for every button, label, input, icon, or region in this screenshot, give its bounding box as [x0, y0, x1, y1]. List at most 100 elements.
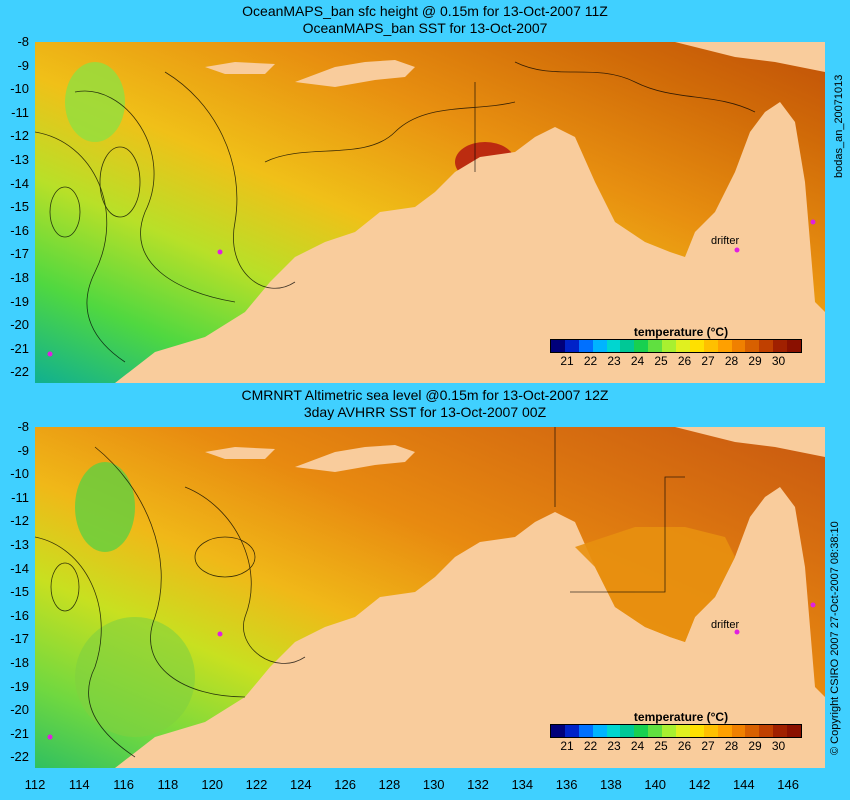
top-png-land [675, 42, 825, 72]
colorbar-tick-label: 24 [630, 739, 645, 753]
latitude-tick-label: -18 [10, 655, 29, 670]
latitude-tick-label: -19 [10, 678, 29, 694]
latitude-tick-label: -11 [11, 104, 29, 120]
longitude-tick-label: 134 [511, 777, 534, 792]
bottom-sumba-island [205, 447, 275, 459]
longitude-tick-label: 126 [334, 777, 356, 792]
colorbar-swatch [606, 725, 621, 737]
bottom-colorbar-ticks: 21 22 23 24 25 26 27 28 29 30 [550, 738, 802, 753]
top-drifter-marker-2 [734, 247, 740, 253]
latitude-tick-label: -21 [10, 725, 29, 741]
colorbar-swatch [634, 340, 649, 352]
top-map-panel [35, 42, 825, 383]
latitude-tick-label: -10 [10, 81, 29, 97]
bottom-title-line1: CMRNRT Altimetric sea level @0.15m for 1… [241, 387, 609, 403]
latitude-tick-label: -22 [10, 364, 29, 380]
top-drifter-label: drifter [711, 235, 740, 247]
colorbar-swatch [634, 725, 649, 737]
colorbar-tick-label: 24 [630, 354, 645, 368]
colorbar-swatch [787, 340, 802, 352]
colorbar-swatch [564, 340, 579, 352]
colorbar-swatch [745, 725, 760, 737]
longitude-tick-label: 116 [113, 777, 134, 792]
colorbar-swatch [592, 725, 607, 737]
colorbar-tick-label: 25 [654, 739, 668, 753]
colorbar-swatch [648, 725, 663, 737]
bottom-drifter-marker-4 [810, 602, 816, 608]
longitude-tick-label: 124 [289, 777, 312, 792]
colorbar-swatch [745, 340, 760, 352]
longitude-tick-label: 140 [644, 777, 667, 792]
colorbar-swatch [689, 340, 704, 352]
top-sumba-island [205, 62, 275, 74]
longitude-tick-label: 132 [467, 777, 489, 792]
bottom-drifter-marker-3 [47, 734, 53, 740]
top-timor-island [295, 60, 415, 87]
colorbar-tick-label: 23 [607, 354, 621, 368]
longitude-tick-label: 112 [24, 777, 46, 792]
colorbar-swatch [578, 725, 593, 737]
longitude-tick-label: 118 [157, 777, 179, 792]
latitude-tick-label: -13 [10, 152, 29, 167]
latitude-tick-label: -13 [10, 537, 29, 552]
latitude-tick-label: -10 [10, 466, 29, 482]
colorbar-tick-label: 25 [654, 354, 668, 368]
colorbar-swatch [620, 340, 635, 352]
latitude-tick-label: -12 [10, 513, 29, 529]
latitude-tick-label: -12 [10, 128, 29, 144]
colorbar-tick-label: 28 [724, 354, 739, 368]
longitude-tick-label: 122 [245, 777, 268, 792]
top-colorbar-gradient [550, 339, 802, 353]
top-drifter-marker-4 [810, 219, 816, 225]
bottom-colorbar-title: temperature (°C) [633, 710, 729, 724]
top-side-label: bodas_an_20071013 [833, 74, 845, 178]
colorbar-tick-label: 29 [748, 354, 762, 368]
latitude-tick-label: -17 [10, 631, 29, 647]
latitude-tick-label: -16 [10, 607, 29, 623]
colorbar-swatch [787, 725, 802, 737]
colorbar-swatch [662, 725, 677, 737]
colorbar-swatch [564, 725, 579, 737]
longitude-tick-label: 128 [378, 777, 401, 792]
top-drifter-marker-3 [47, 351, 53, 357]
colorbar-tick-label: 30 [771, 354, 786, 368]
latitude-tick-label: -21 [10, 340, 29, 356]
colorbar-swatch [773, 725, 788, 737]
bottom-drifter-marker-1 [217, 631, 223, 637]
longitude-tick-label: 130 [422, 777, 445, 792]
colorbar-swatch [606, 340, 621, 352]
top-title-line2: OceanMAPS_ban SST for 13-Oct-2007 [302, 20, 548, 36]
latitude-tick-label: -8 [17, 419, 29, 434]
latitude-tick-label: -15 [10, 584, 29, 600]
bottom-australia-land [115, 487, 825, 768]
longitude-tick-label: 114 [68, 777, 90, 792]
colorbar-tick-label: 21 [560, 354, 574, 368]
bottom-colorbar-gradient [550, 724, 802, 738]
latitude-tick-label: -16 [10, 222, 29, 238]
colorbar-swatch [703, 340, 718, 352]
colorbar-swatch [731, 725, 746, 737]
colorbar-swatch [731, 340, 746, 352]
longitude-tick-label: 136 [555, 777, 578, 792]
longitude-tick-label: 138 [600, 777, 622, 792]
bottom-timor-island [295, 445, 415, 472]
bottom-png-land [675, 427, 825, 457]
latitude-tick-label: -9 [17, 442, 29, 458]
bottom-map-panel [35, 427, 825, 768]
colorbar-swatch [676, 725, 690, 737]
colorbar-swatch [592, 340, 607, 352]
colorbar-swatch [689, 725, 704, 737]
bottom-height-contours [35, 427, 685, 758]
bottom-colorbar: temperature (°C) 21 22 23 24 25 26 27 28 29 30 [550, 710, 802, 753]
longitude-tick-label: 142 [688, 777, 711, 792]
colorbar-swatch [648, 340, 663, 352]
colorbar-tick-label: 28 [724, 739, 739, 753]
colorbar-swatch [773, 340, 788, 352]
latitude-tick-label: -20 [10, 702, 29, 718]
top-australia-land [115, 102, 825, 383]
latitude-tick-label: -19 [10, 293, 29, 309]
colorbar-swatch [578, 340, 593, 352]
top-colorbar: temperature (°C) 21 22 23 24 25 26 27 28 29 30 [550, 325, 802, 368]
bottom-drifter-marker-2 [734, 629, 740, 635]
colorbar-tick-label: 22 [583, 739, 598, 753]
